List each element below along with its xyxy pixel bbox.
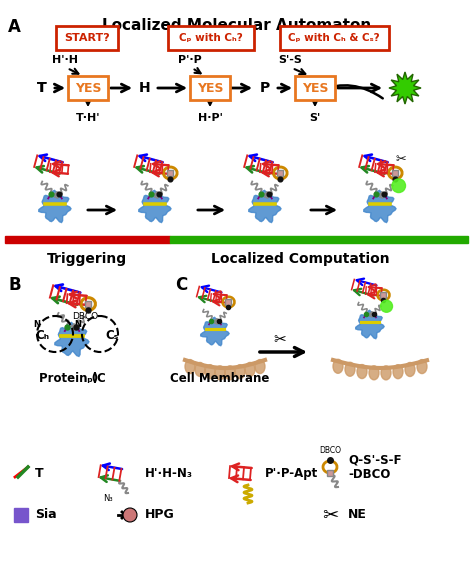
Bar [14,508,28,522]
Text: H'·H-N₃: H'·H-N₃ [145,467,193,480]
FancyBboxPatch shape [56,26,118,50]
Text: S': S' [310,113,320,123]
Text: P'·P: P'·P [178,55,202,65]
Text: DBCO: DBCO [72,311,98,320]
Text: ₚ): ₚ) [46,372,98,385]
Text: P: P [260,81,270,95]
Text: Protein (C: Protein (C [38,372,105,385]
Ellipse shape [205,365,215,378]
FancyBboxPatch shape [168,26,254,50]
Text: P'·P-Apt: P'·P-Apt [265,467,318,480]
Text: YES: YES [302,81,328,94]
Ellipse shape [357,365,367,378]
Ellipse shape [245,362,255,377]
Polygon shape [249,191,281,222]
Text: Triggering: Triggering [47,252,127,266]
Ellipse shape [405,362,415,377]
Text: NE: NE [348,509,367,522]
Text: T·H': T·H' [76,113,100,123]
Ellipse shape [255,360,265,374]
Text: YES: YES [75,81,101,94]
Ellipse shape [393,365,403,379]
Polygon shape [55,323,89,356]
Ellipse shape [333,359,343,373]
Text: Cell Membrane: Cell Membrane [170,372,270,385]
Ellipse shape [417,360,427,374]
Text: H: H [139,81,151,95]
Text: Sia: Sia [35,509,56,522]
FancyBboxPatch shape [190,76,230,100]
Text: YES: YES [197,81,223,94]
FancyBboxPatch shape [295,76,335,100]
Text: ✂: ✂ [273,332,286,348]
Text: T: T [37,81,47,95]
Text: START?: START? [64,33,110,43]
Text: HPG: HPG [145,509,175,522]
Text: S: S [400,81,410,95]
Polygon shape [389,72,421,104]
Ellipse shape [195,362,205,377]
Ellipse shape [345,362,355,376]
Text: C: C [175,276,187,294]
Text: T: T [35,467,44,480]
Text: ✂: ✂ [396,153,407,166]
Text: Q-S'-S-F
-DBCO: Q-S'-S-F -DBCO [348,453,401,481]
Ellipse shape [225,366,235,380]
Text: Localized Molecular Automaton: Localized Molecular Automaton [102,18,372,33]
Text: N: N [74,320,82,328]
Circle shape [123,508,137,522]
Text: Cₕ: Cₕ [35,328,49,341]
Bar [170,236,468,243]
Ellipse shape [185,360,195,374]
Polygon shape [201,318,229,346]
Polygon shape [139,191,171,222]
Text: Localized Computation: Localized Computation [210,252,389,266]
Text: Cₛ: Cₛ [105,328,118,341]
FancyBboxPatch shape [68,76,108,100]
Ellipse shape [381,366,391,380]
Ellipse shape [215,366,225,380]
Text: A: A [8,18,21,36]
Text: B: B [8,276,21,294]
Text: S'-S: S'-S [278,55,302,65]
Text: H·P': H·P' [198,113,222,123]
FancyBboxPatch shape [280,26,389,50]
Text: N: N [34,320,40,328]
Text: ✂: ✂ [322,505,338,525]
Bar [5,236,170,243]
Ellipse shape [369,366,379,380]
Circle shape [381,300,392,312]
Text: Cₚ with Cₕ?: Cₚ with Cₕ? [179,33,243,43]
Text: T: T [37,81,47,95]
Polygon shape [364,191,396,222]
Text: DBCO: DBCO [319,446,341,455]
Ellipse shape [235,365,245,378]
Text: Cₚ with Cₕ & Cₛ?: Cₚ with Cₕ & Cₛ? [288,33,380,43]
Circle shape [392,179,405,192]
Text: H'·H: H'·H [52,55,78,65]
Polygon shape [356,310,384,339]
Polygon shape [39,191,71,222]
Text: N₃: N₃ [103,494,113,503]
